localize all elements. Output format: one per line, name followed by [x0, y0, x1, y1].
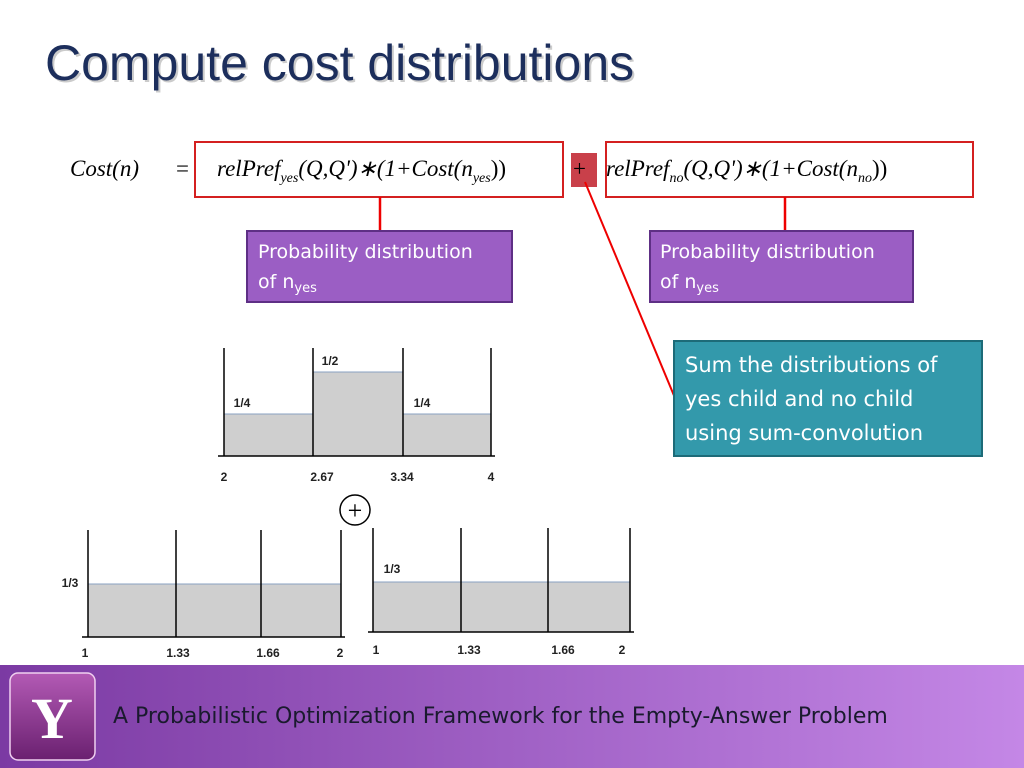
callout-sub: yes	[696, 281, 719, 296]
formula-part: relPref	[217, 156, 284, 181]
x-label: 1	[373, 643, 380, 657]
box-no	[605, 141, 974, 198]
formula-lhs: Cost(n)	[70, 156, 139, 181]
x-label: 2.67	[310, 470, 334, 484]
formula-sub: yes	[471, 171, 491, 186]
hist-bar	[402, 413, 492, 457]
x-label: 2	[221, 470, 228, 484]
x-label: 1	[82, 646, 89, 660]
formula-part: (Q,Q')∗(1+Cost(n	[298, 156, 473, 181]
note-line: using sum-convolution	[685, 421, 923, 445]
bar-label: 1/4	[234, 396, 251, 410]
x-label: 1.66	[551, 643, 575, 657]
callout-box	[649, 230, 914, 303]
histogram-left	[82, 530, 345, 638]
x-label: 1.33	[457, 643, 481, 657]
formula-eq: =	[176, 156, 189, 181]
note-line: yes child and no child	[685, 387, 913, 411]
connector	[584, 181, 676, 399]
formula-part: ))	[491, 156, 506, 181]
hist-bar	[223, 413, 314, 457]
hist-bar	[87, 583, 342, 638]
footer-text: A Probabilistic Optimization Framework f…	[113, 704, 888, 729]
callout-line: Probability distribution	[258, 241, 473, 263]
hist-bar	[372, 581, 631, 633]
note-line: Sum the distributions of	[685, 353, 938, 377]
note-box	[673, 340, 983, 457]
formula-sub: no	[858, 171, 872, 186]
x-label: 2	[337, 646, 344, 660]
bar-label: 1/4	[414, 396, 431, 410]
title-shadow: Compute cost distributions	[47, 37, 636, 93]
formula-part: (Q,Q')∗(1+Cost(n	[683, 156, 858, 181]
logo	[9, 672, 96, 761]
formula-part: ))	[872, 156, 887, 181]
bar-label: 1/3	[62, 576, 79, 590]
title: Compute cost distributions	[45, 35, 634, 91]
callout-line: of n	[660, 271, 696, 293]
plus-highlight	[571, 153, 597, 187]
histogram-top	[218, 348, 495, 457]
callout-line: of n	[258, 271, 294, 293]
x-label: 1.66	[256, 646, 280, 660]
x-label: 1.33	[166, 646, 190, 660]
footer-band	[0, 665, 1024, 768]
callout-line: Probability distribution	[660, 241, 875, 263]
formula-sub: yes	[278, 171, 298, 186]
operator-circle	[339, 494, 371, 526]
x-label: 4	[488, 470, 495, 484]
hist-bar	[312, 371, 404, 457]
callout-text: Probability distribution of nyes	[660, 241, 875, 296]
callout-box	[246, 230, 513, 303]
operator: +	[348, 496, 363, 525]
callout-sub: yes	[294, 281, 317, 296]
callout-text: Probability distribution of nyes	[258, 241, 473, 296]
formula-part: relPref	[606, 156, 673, 181]
histogram-right	[368, 528, 634, 633]
x-label: 3.34	[390, 470, 414, 484]
bar-label: 1/3	[384, 562, 401, 576]
bar-label: 1/2	[322, 354, 339, 368]
formula: Cost(n) = relPrefyes(Q,Q')∗(1+Cost(nyes)…	[70, 156, 887, 186]
logo-text: Y	[31, 686, 73, 751]
formula-sub: no	[669, 171, 683, 186]
x-label: 2	[619, 643, 626, 657]
formula-plus: +	[573, 156, 586, 181]
